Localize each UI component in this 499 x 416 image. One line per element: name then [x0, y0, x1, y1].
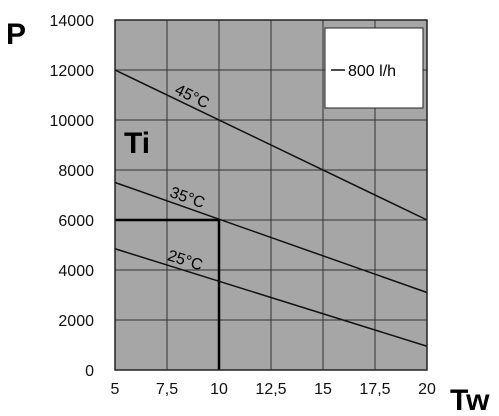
x-tick-label: 20: [418, 381, 436, 398]
series-line: [114, 69, 428, 221]
y-axis-label: P: [6, 18, 26, 51]
y-tick-label: 12000: [50, 63, 95, 80]
series-line: [114, 248, 428, 347]
series-line: [114, 181, 428, 294]
x-tick-label: 7,5: [156, 381, 178, 398]
y-tick-label: 0: [85, 363, 94, 380]
legend-entry: 800 l/h: [348, 63, 396, 80]
y-tick-label: 4000: [58, 263, 94, 280]
plot-frame: [114, 19, 428, 371]
y-tick-label: 2000: [58, 313, 94, 330]
x-tick-label: 15: [314, 381, 332, 398]
y-tick-label: 14000: [50, 13, 95, 30]
x-tick-label: 5: [111, 381, 120, 398]
legend: 800 l/h: [324, 27, 424, 109]
x-axis-label: Tw: [450, 384, 490, 416]
material-annotation: Ti: [124, 127, 150, 160]
x-tick-label: 12,5: [255, 381, 286, 398]
y-tick-label: 6000: [58, 213, 94, 230]
legend-box: [324, 27, 424, 109]
y-tick-labels: 0 2000 4000 6000 8000 10000 12000 14000: [50, 13, 95, 380]
x-tick-label: 17,5: [359, 381, 390, 398]
x-tick-labels: 5 7,5 10 12,5 15 17,5 20: [111, 381, 436, 398]
series-group: [114, 69, 428, 347]
x-tick-label: 10: [210, 381, 228, 398]
y-tick-label: 8000: [58, 163, 94, 180]
guide-lines: [115, 218, 221, 370]
y-tick-label: 10000: [50, 113, 95, 130]
